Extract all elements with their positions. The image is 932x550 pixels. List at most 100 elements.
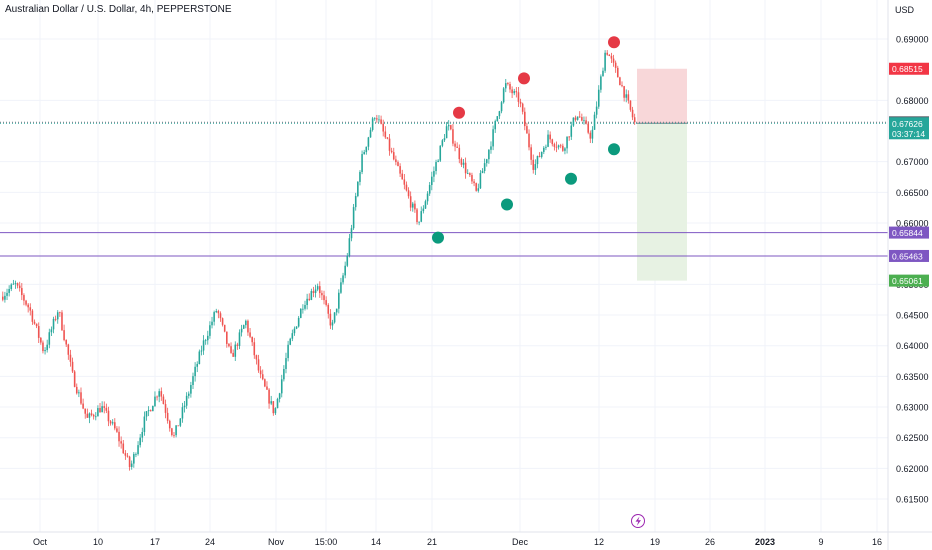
grid [0,0,888,532]
candle [255,354,258,365]
candle [71,357,74,373]
candles [2,50,636,471]
candle [485,158,488,167]
time-tick-label: 10 [93,537,103,547]
candle [407,187,410,199]
candle [600,74,602,93]
candle [450,124,452,131]
price-tick-label: 0.64000 [896,341,929,351]
candle [321,290,323,300]
candle [532,154,535,174]
candle [346,252,349,268]
candle [52,316,55,334]
candle [344,261,346,279]
candle [595,101,598,119]
candle [490,141,492,154]
candle [78,389,80,398]
candle [521,102,524,115]
candle [299,308,302,319]
candle [160,387,163,401]
candle [384,126,387,139]
swing-high-marker [453,106,465,119]
time-tick-label: 17 [150,537,160,547]
candle [27,303,29,313]
candle [498,110,501,119]
candle [382,119,384,137]
candle [428,182,431,196]
candle [483,158,486,174]
candle [557,144,560,150]
candle [437,159,439,163]
candle [373,117,376,121]
candle [285,352,287,374]
candle [367,136,370,151]
candle [536,155,539,169]
candle [376,114,378,123]
swing-low-marker [608,143,620,156]
price-tags: 0.685150.676420.6762603:37:140.658440.65… [889,62,929,287]
candle [631,106,634,121]
candle [103,401,106,414]
candle [456,142,458,148]
candle [261,369,264,381]
candle [206,330,209,345]
candle [293,326,296,336]
candle [551,138,554,147]
candle [37,322,40,344]
price-tag-label: 0.65844 [892,228,923,238]
candle [458,144,461,164]
price-axis[interactable]: 0.69000 0.68000 0.67000 0.66500 0.66000 0.650… [887,0,929,550]
time-tick-label: Oct [33,537,48,547]
time-axis[interactable]: Oct 10 17 24 Nov 15:00 14 21 Dec 12 19 26 2023 9 16 [0,531,932,547]
candle [202,335,205,355]
candle [234,341,237,361]
candle [447,120,450,131]
candle [500,101,503,114]
candle [120,436,122,449]
candle [426,191,429,205]
candle [633,113,636,125]
price-tick-label: 0.68000 [896,96,929,106]
candle [342,272,344,285]
candle [31,309,34,325]
candle [627,90,630,104]
candle [515,87,518,98]
candle [35,323,38,329]
candle [477,183,480,193]
candle [629,100,632,112]
candle [168,419,171,432]
candle [232,349,234,357]
candle [435,159,437,175]
price-tag-label: 0.65463 [892,251,923,261]
candle [61,310,63,331]
candle [40,336,42,345]
candle [433,166,435,183]
time-tick-label: 9 [818,537,823,547]
currency-label: USD [895,5,915,15]
candle [431,171,433,191]
time-tick-label: 21 [427,537,437,547]
candle [409,191,412,212]
candle [616,65,619,78]
candle [507,82,509,86]
candle [221,317,224,327]
candle [492,125,494,151]
candle [295,326,298,330]
price-tick-label: 0.69000 [896,35,929,45]
candle [16,282,19,289]
candle [171,427,173,437]
candle [365,146,368,155]
candle [194,362,196,382]
time-tick-label: Nov [268,537,285,547]
lightning-icon[interactable] [631,514,645,528]
price-tag-label: 0.68515 [892,64,923,74]
candle [164,399,167,419]
candle [578,111,581,118]
candle [278,392,281,403]
candle [352,203,355,230]
candle [280,374,283,398]
price-tick-label: 0.64500 [896,311,929,321]
position-zones [637,68,687,281]
